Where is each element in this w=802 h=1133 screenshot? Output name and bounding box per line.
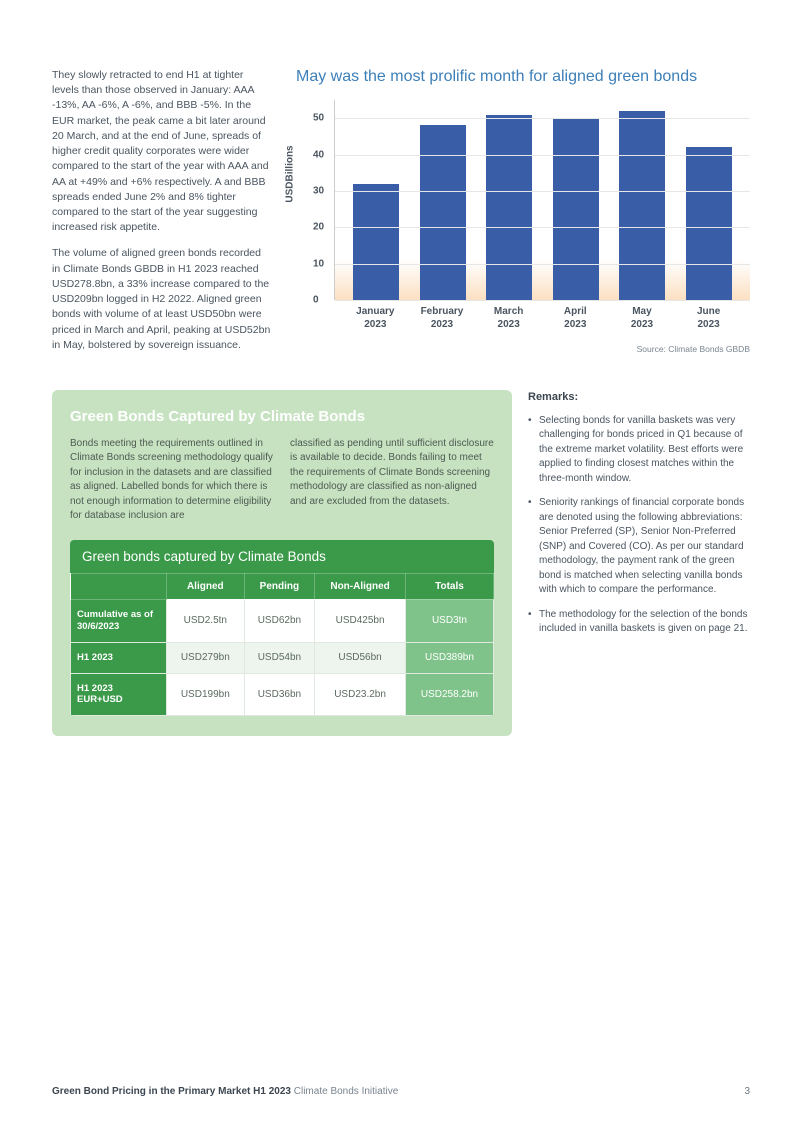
grid-line xyxy=(335,155,750,156)
table-corner xyxy=(71,573,167,599)
remark-item: The methodology for the selection of the… xyxy=(528,608,750,637)
grid-line xyxy=(335,227,750,228)
bar xyxy=(553,118,599,300)
table-cell: USD199bn xyxy=(167,673,245,716)
row-header: H1 2023 xyxy=(71,642,167,673)
table-cell: USD258.2bn xyxy=(405,673,493,716)
green-bonds-card: Green Bonds Captured by Climate Bonds Bo… xyxy=(52,390,512,736)
table-cell: USD279bn xyxy=(167,642,245,673)
table-cell: USD389bn xyxy=(405,642,493,673)
chart-title: May was the most prolific month for alig… xyxy=(296,68,750,86)
table-cell: USD36bn xyxy=(244,673,315,716)
grid-line xyxy=(335,300,750,301)
y-tick: 50 xyxy=(313,113,324,124)
page-number: 3 xyxy=(744,1086,750,1097)
x-label: April2023 xyxy=(552,306,598,331)
monthly-chart: May was the most prolific month for alig… xyxy=(296,68,750,364)
row-header: Cumulative as of 30/6/2023 xyxy=(71,599,167,642)
y-tick: 10 xyxy=(313,258,324,269)
green-card-col2: classified as pending until sufficient d… xyxy=(290,437,494,524)
footer-sub: Climate Bonds Initiative xyxy=(294,1086,399,1097)
bar xyxy=(619,111,665,300)
remarks-title: Remarks: xyxy=(528,390,750,406)
bar xyxy=(353,184,399,300)
page-footer: Green Bond Pricing in the Primary Market… xyxy=(52,1086,750,1097)
x-label: May2023 xyxy=(619,306,665,331)
intro-text: They slowly retracted to end H1 at tight… xyxy=(52,68,272,364)
table-cell: USD56bn xyxy=(315,642,406,673)
table-cell: USD54bn xyxy=(244,642,315,673)
y-tick: 20 xyxy=(313,222,324,233)
bar xyxy=(686,147,732,300)
green-card-title: Green Bonds Captured by Climate Bonds xyxy=(70,408,494,425)
chart-source: Source: Climate Bonds GBDB xyxy=(296,344,750,354)
y-tick: 40 xyxy=(313,149,324,160)
bar xyxy=(486,115,532,300)
grid-line xyxy=(335,118,750,119)
table-cell: USD23.2bn xyxy=(315,673,406,716)
intro-para-2: The volume of aligned green bonds record… xyxy=(52,246,272,353)
y-tick: 0 xyxy=(313,295,319,306)
table-cell: USD62bn xyxy=(244,599,315,642)
footer-title: Green Bond Pricing in the Primary Market… xyxy=(52,1086,291,1097)
column-header: Non-Aligned xyxy=(315,573,406,599)
remark-item: Seniority rankings of financial corporat… xyxy=(528,496,750,598)
grid-line xyxy=(335,264,750,265)
x-label: June2023 xyxy=(686,306,732,331)
green-card-col1: Bonds meeting the requirements outlined … xyxy=(70,437,274,524)
bar xyxy=(420,125,466,300)
x-label: March2023 xyxy=(486,306,532,331)
column-header: Totals xyxy=(405,573,493,599)
intro-para-1: They slowly retracted to end H1 at tight… xyxy=(52,68,272,235)
y-axis-label: USDBillions xyxy=(285,145,296,202)
x-label: January2023 xyxy=(352,306,398,331)
table-inner-title: Green bonds captured by Climate Bonds xyxy=(70,540,494,573)
table-cell: USD425bn xyxy=(315,599,406,642)
column-header: Aligned xyxy=(167,573,245,599)
y-tick: 30 xyxy=(313,185,324,196)
green-bonds-table: Green bonds captured by Climate Bonds Al… xyxy=(70,540,494,716)
row-header: H1 2023 EUR+USD xyxy=(71,673,167,716)
table-cell: USD2.5tn xyxy=(167,599,245,642)
x-label: February2023 xyxy=(419,306,465,331)
table-cell: USD3tn xyxy=(405,599,493,642)
grid-line xyxy=(335,191,750,192)
remarks-panel: Remarks: Selecting bonds for vanilla bas… xyxy=(528,390,750,736)
remark-item: Selecting bonds for vanilla baskets was … xyxy=(528,414,750,487)
column-header: Pending xyxy=(244,573,315,599)
